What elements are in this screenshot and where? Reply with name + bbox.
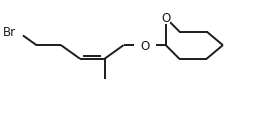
Text: Br: Br: [3, 26, 16, 39]
Text: O: O: [161, 12, 170, 25]
Text: O: O: [141, 39, 150, 52]
